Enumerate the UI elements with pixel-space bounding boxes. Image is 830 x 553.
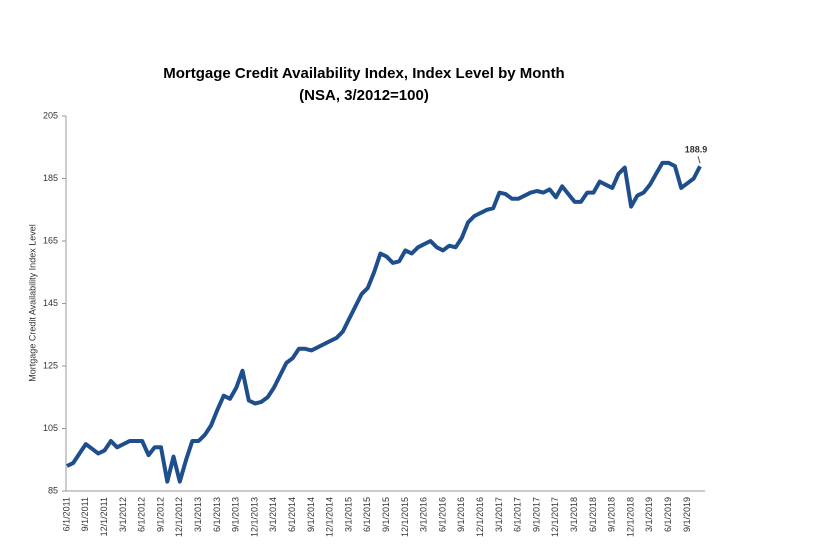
x-tick-label: 9/1/2013 [231, 497, 241, 532]
x-tick-label: 6/1/2018 [588, 497, 598, 532]
x-tick-label: 3/1/2017 [494, 497, 504, 532]
x-tick-label: 6/1/2014 [287, 497, 297, 532]
y-axis-title: Mortgage Credit Availability Index Level [27, 224, 37, 381]
x-tick-label: 9/1/2012 [155, 497, 165, 532]
x-tick-label: 3/1/2019 [644, 497, 654, 532]
y-tick-label: 165 [43, 235, 58, 245]
x-tick-label: 9/1/2019 [682, 497, 692, 532]
x-tick-label: 12/1/2018 [625, 497, 635, 537]
y-tick-label: 85 [48, 485, 58, 495]
x-tick-label: 6/1/2011 [61, 497, 71, 531]
x-tick-label: 12/1/2015 [400, 497, 410, 537]
series-line [66, 160, 702, 484]
x-tick-label: 9/1/2016 [456, 497, 466, 532]
x-tick-label: 3/1/2018 [569, 497, 579, 532]
chart-subtitle: (NSA, 3/2012=100) [299, 87, 429, 104]
x-tick-label: 9/1/2014 [306, 497, 316, 532]
x-tick-label: 12/1/2017 [550, 497, 560, 537]
label-leader [697, 156, 701, 164]
x-tick-label: 6/1/2015 [362, 497, 372, 532]
x-tick-label: 3/1/2013 [193, 497, 203, 532]
y-tick-label: 145 [43, 298, 58, 308]
data-label: 188.9 [685, 145, 708, 155]
x-tick-label: 9/1/2011 [80, 497, 90, 531]
x-tick-label: 9/1/2015 [381, 497, 391, 532]
y-tick-label: 205 [43, 110, 58, 120]
x-tick-label: 12/1/2012 [174, 497, 184, 537]
y-tick-label: 105 [43, 423, 58, 433]
x-tick-label: 12/1/2011 [99, 497, 109, 536]
x-tick-label: 9/1/2018 [607, 497, 617, 532]
x-tick-label: 9/1/2017 [531, 497, 541, 532]
x-tick-label: 12/1/2016 [475, 497, 485, 537]
x-tick-label: 6/1/2013 [212, 497, 222, 532]
x-tick-label: 6/1/2019 [663, 497, 673, 532]
chart-title: Mortgage Credit Availability Index, Inde… [163, 65, 564, 82]
x-tick-label: 12/1/2014 [325, 497, 335, 537]
x-tick-label: 12/1/2013 [249, 497, 259, 537]
y-tick-label: 125 [43, 360, 58, 370]
x-tick-label: 6/1/2017 [513, 497, 523, 532]
x-tick-label: 6/1/2012 [137, 497, 147, 532]
x-tick-label: 6/1/2016 [437, 497, 447, 532]
x-tick-label: 3/1/2016 [419, 497, 429, 532]
x-tick-label: 3/1/2015 [343, 497, 353, 532]
x-tick-label: 3/1/2014 [268, 497, 278, 532]
y-tick-label: 185 [43, 173, 58, 183]
x-tick-label: 3/1/2012 [118, 497, 128, 532]
